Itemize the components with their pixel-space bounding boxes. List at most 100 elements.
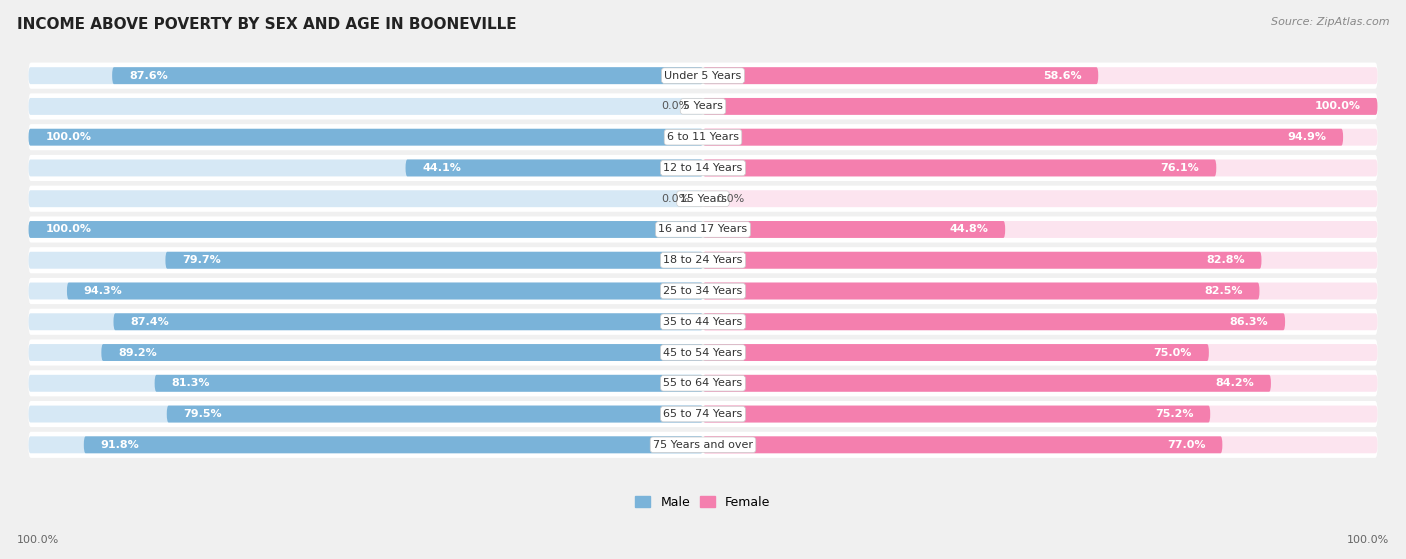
FancyBboxPatch shape <box>28 186 1378 212</box>
FancyBboxPatch shape <box>405 159 703 177</box>
Text: 81.3%: 81.3% <box>172 378 209 389</box>
FancyBboxPatch shape <box>703 67 1098 84</box>
FancyBboxPatch shape <box>703 98 1378 115</box>
Text: 77.0%: 77.0% <box>1167 440 1205 450</box>
FancyBboxPatch shape <box>28 159 703 177</box>
Text: 76.1%: 76.1% <box>1161 163 1199 173</box>
FancyBboxPatch shape <box>28 375 703 392</box>
FancyBboxPatch shape <box>703 344 1378 361</box>
Text: 100.0%: 100.0% <box>17 535 59 545</box>
Text: 58.6%: 58.6% <box>1043 70 1081 80</box>
Text: 82.8%: 82.8% <box>1206 255 1244 265</box>
FancyBboxPatch shape <box>28 309 1378 335</box>
Text: 87.4%: 87.4% <box>131 317 169 327</box>
Text: 89.2%: 89.2% <box>118 348 157 358</box>
FancyBboxPatch shape <box>703 375 1378 392</box>
Text: 65 to 74 Years: 65 to 74 Years <box>664 409 742 419</box>
FancyBboxPatch shape <box>28 155 1378 181</box>
Text: 94.9%: 94.9% <box>1288 132 1326 142</box>
Legend: Male, Female: Male, Female <box>630 491 776 514</box>
Text: 100.0%: 100.0% <box>1347 535 1389 545</box>
Text: 100.0%: 100.0% <box>1315 101 1361 111</box>
Text: 75.2%: 75.2% <box>1154 409 1194 419</box>
Text: 0.0%: 0.0% <box>717 194 745 203</box>
Text: 35 to 44 Years: 35 to 44 Years <box>664 317 742 327</box>
FancyBboxPatch shape <box>28 247 1378 273</box>
Text: 94.3%: 94.3% <box>84 286 122 296</box>
FancyBboxPatch shape <box>112 67 703 84</box>
FancyBboxPatch shape <box>101 344 703 361</box>
Text: 6 to 11 Years: 6 to 11 Years <box>666 132 740 142</box>
Text: 100.0%: 100.0% <box>45 225 91 234</box>
Text: 75 Years and over: 75 Years and over <box>652 440 754 450</box>
FancyBboxPatch shape <box>703 313 1378 330</box>
FancyBboxPatch shape <box>28 401 1378 427</box>
Text: 82.5%: 82.5% <box>1204 286 1243 296</box>
FancyBboxPatch shape <box>703 282 1260 300</box>
Text: 15 Years: 15 Years <box>679 194 727 203</box>
Text: 79.5%: 79.5% <box>184 409 222 419</box>
FancyBboxPatch shape <box>703 375 1271 392</box>
FancyBboxPatch shape <box>28 370 1378 396</box>
FancyBboxPatch shape <box>67 282 703 300</box>
FancyBboxPatch shape <box>28 129 703 146</box>
FancyBboxPatch shape <box>703 221 1005 238</box>
Text: 91.8%: 91.8% <box>101 440 139 450</box>
FancyBboxPatch shape <box>28 67 703 84</box>
FancyBboxPatch shape <box>703 282 1378 300</box>
Text: 0.0%: 0.0% <box>661 194 689 203</box>
Text: 18 to 24 Years: 18 to 24 Years <box>664 255 742 265</box>
FancyBboxPatch shape <box>703 67 1378 84</box>
Text: 0.0%: 0.0% <box>661 101 689 111</box>
Text: 79.7%: 79.7% <box>183 255 221 265</box>
FancyBboxPatch shape <box>703 129 1378 146</box>
FancyBboxPatch shape <box>84 437 703 453</box>
FancyBboxPatch shape <box>703 159 1216 177</box>
FancyBboxPatch shape <box>703 437 1222 453</box>
Text: Source: ZipAtlas.com: Source: ZipAtlas.com <box>1271 17 1389 27</box>
FancyBboxPatch shape <box>28 252 703 269</box>
Text: 55 to 64 Years: 55 to 64 Years <box>664 378 742 389</box>
FancyBboxPatch shape <box>703 437 1378 453</box>
Text: 16 and 17 Years: 16 and 17 Years <box>658 225 748 234</box>
FancyBboxPatch shape <box>28 98 703 115</box>
FancyBboxPatch shape <box>703 252 1261 269</box>
FancyBboxPatch shape <box>28 339 1378 366</box>
FancyBboxPatch shape <box>28 406 703 423</box>
FancyBboxPatch shape <box>703 406 1211 423</box>
Text: 75.0%: 75.0% <box>1154 348 1192 358</box>
Text: 86.3%: 86.3% <box>1230 317 1268 327</box>
FancyBboxPatch shape <box>28 278 1378 304</box>
FancyBboxPatch shape <box>114 313 703 330</box>
Text: Under 5 Years: Under 5 Years <box>665 70 741 80</box>
FancyBboxPatch shape <box>28 216 1378 243</box>
Text: 84.2%: 84.2% <box>1215 378 1254 389</box>
Text: 5 Years: 5 Years <box>683 101 723 111</box>
FancyBboxPatch shape <box>28 190 703 207</box>
FancyBboxPatch shape <box>703 190 1378 207</box>
Text: 44.8%: 44.8% <box>949 225 988 234</box>
FancyBboxPatch shape <box>28 432 1378 458</box>
FancyBboxPatch shape <box>167 406 703 423</box>
FancyBboxPatch shape <box>28 313 703 330</box>
FancyBboxPatch shape <box>28 63 1378 89</box>
FancyBboxPatch shape <box>28 93 1378 120</box>
FancyBboxPatch shape <box>28 344 703 361</box>
Text: 100.0%: 100.0% <box>45 132 91 142</box>
Text: 25 to 34 Years: 25 to 34 Years <box>664 286 742 296</box>
FancyBboxPatch shape <box>28 124 1378 150</box>
FancyBboxPatch shape <box>703 221 1378 238</box>
FancyBboxPatch shape <box>703 159 1378 177</box>
FancyBboxPatch shape <box>703 344 1209 361</box>
FancyBboxPatch shape <box>28 437 703 453</box>
FancyBboxPatch shape <box>28 282 703 300</box>
FancyBboxPatch shape <box>155 375 703 392</box>
Text: 87.6%: 87.6% <box>129 70 167 80</box>
Text: 45 to 54 Years: 45 to 54 Years <box>664 348 742 358</box>
FancyBboxPatch shape <box>166 252 703 269</box>
FancyBboxPatch shape <box>703 129 1343 146</box>
FancyBboxPatch shape <box>703 252 1378 269</box>
FancyBboxPatch shape <box>28 221 703 238</box>
Text: INCOME ABOVE POVERTY BY SEX AND AGE IN BOONEVILLE: INCOME ABOVE POVERTY BY SEX AND AGE IN B… <box>17 17 516 32</box>
Text: 44.1%: 44.1% <box>422 163 461 173</box>
